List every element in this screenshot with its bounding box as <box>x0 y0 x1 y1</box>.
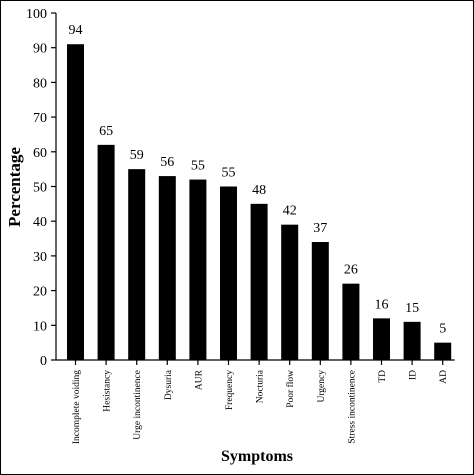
category-label: Poor flow <box>285 370 296 408</box>
y-tick-label: 80 <box>33 76 47 91</box>
category-label: Incomplete voiding <box>72 370 82 444</box>
y-tick-label: 20 <box>33 285 47 300</box>
data-label: 48 <box>252 183 266 198</box>
bar <box>189 179 207 360</box>
bar <box>128 169 146 360</box>
data-label: 16 <box>375 297 389 312</box>
category-label: Nocturia <box>256 369 266 403</box>
category-label: Hesistancy <box>103 370 113 412</box>
category-label: TD <box>378 370 388 383</box>
category-label: ID <box>409 370 419 380</box>
data-label: 26 <box>344 263 358 278</box>
bar <box>158 176 176 360</box>
category-label: Stress incontinence <box>347 370 357 444</box>
y-tick-label: 0 <box>40 354 47 369</box>
data-label: 65 <box>99 124 113 139</box>
bar <box>67 44 84 360</box>
category-label: Dysuria <box>164 369 174 400</box>
category-label: Urgency <box>317 370 327 403</box>
data-label: 94 <box>69 23 83 38</box>
data-label: 15 <box>405 301 419 316</box>
bar <box>434 342 452 360</box>
bar <box>220 186 237 360</box>
y-tick-label: 100 <box>26 7 47 22</box>
y-tick-label: 90 <box>33 42 47 57</box>
bar <box>281 224 299 360</box>
y-axis: 0 10 20 30 40 50 60 70 80 90 100 <box>26 7 57 369</box>
data-label: 55 <box>222 166 236 181</box>
bar <box>250 203 268 360</box>
x-axis-title: Symptoms <box>221 448 293 465</box>
data-label: 42 <box>283 204 297 219</box>
category-label: AD <box>439 370 449 384</box>
y-tick-label: 10 <box>33 319 47 334</box>
bars <box>67 44 452 360</box>
bar <box>97 144 115 360</box>
data-labels: 94 65 59 56 55 55 48 42 37 26 16 15 5 <box>69 23 447 336</box>
y-tick-label: 40 <box>33 215 47 230</box>
category-labels: Incomplete voiding Hesistancy Urge inconti… <box>72 369 449 444</box>
data-label: 5 <box>439 322 446 337</box>
data-label: 59 <box>130 148 144 163</box>
x-axis <box>56 359 455 365</box>
data-label: 56 <box>160 155 174 170</box>
bar <box>403 321 421 360</box>
y-axis-title: Percentage <box>5 147 24 227</box>
category-label: AUR <box>194 369 204 390</box>
category-label: Urge incontinence <box>133 370 143 440</box>
y-tick-label: 70 <box>33 111 47 126</box>
data-label: 55 <box>191 159 205 174</box>
bar <box>342 283 360 360</box>
y-tick-label: 30 <box>33 250 47 265</box>
y-tick-label: 60 <box>33 146 47 161</box>
data-label: 37 <box>313 221 327 236</box>
category-label: Frequency <box>225 370 235 410</box>
y-tick-label: 50 <box>33 181 47 196</box>
bar <box>311 242 329 360</box>
bar <box>373 318 390 360</box>
